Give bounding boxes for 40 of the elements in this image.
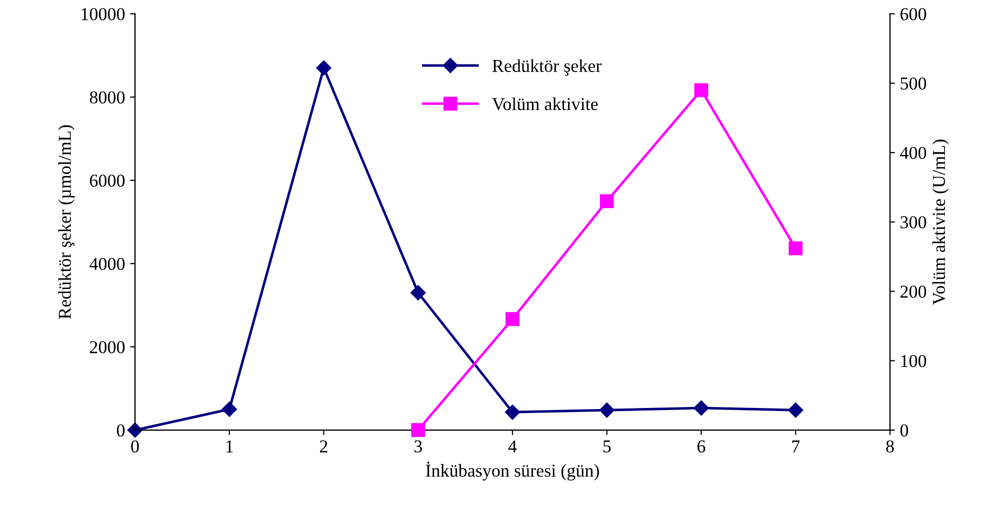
point: [410, 285, 426, 300]
y-axis-title: Redüktör şeker (µmol/mL): [58, 125, 75, 319]
y2-tick-label: 300: [900, 216, 926, 228]
point: [694, 400, 709, 416]
y-tick-label: 8000: [90, 91, 125, 104]
point: [788, 402, 804, 418]
y-tick-label: 6000: [90, 174, 125, 187]
x-tick-label: 0: [131, 440, 139, 453]
legend-label: Redüktör şeker: [492, 59, 602, 76]
point: [600, 194, 614, 208]
y2-tick-label: 600: [900, 8, 926, 20]
point: [411, 423, 426, 438]
x-tick-label: 7: [792, 440, 800, 452]
y-tick-label: 10000: [82, 8, 125, 20]
point: [222, 402, 237, 417]
point: [506, 312, 520, 326]
x-tick-label: 5: [603, 440, 611, 453]
y2-axis-title: Volüm aktivite (U/mL): [932, 140, 949, 305]
point: [788, 241, 803, 256]
x-tick-label: 4: [508, 440, 517, 452]
x-tick-label: 2: [320, 440, 328, 452]
y-tick-label: 4000: [90, 258, 125, 270]
x-tick-label: 8: [886, 440, 894, 453]
point: [316, 60, 332, 76]
y-tick-label: 2000: [90, 341, 125, 354]
y2-tick-label: 100: [901, 354, 926, 368]
y2-tick-label: 200: [900, 286, 926, 298]
legend-label: Volüm aktivite: [492, 97, 598, 110]
x-tick-label: 3: [414, 440, 422, 453]
point: [694, 83, 708, 98]
point: [599, 402, 614, 418]
x-tick-label: 1: [226, 440, 233, 452]
point: [127, 422, 143, 438]
x-tick-label: 6: [698, 440, 706, 453]
x-axis-title: İnkübasyon süresi (gün): [426, 462, 599, 480]
y2-tick-label: 0: [900, 424, 908, 437]
point: [504, 404, 520, 420]
y2-tick-label: 400: [900, 146, 926, 160]
y-tick-label: 0: [116, 424, 125, 437]
y2-tick-label: 500: [900, 77, 926, 90]
